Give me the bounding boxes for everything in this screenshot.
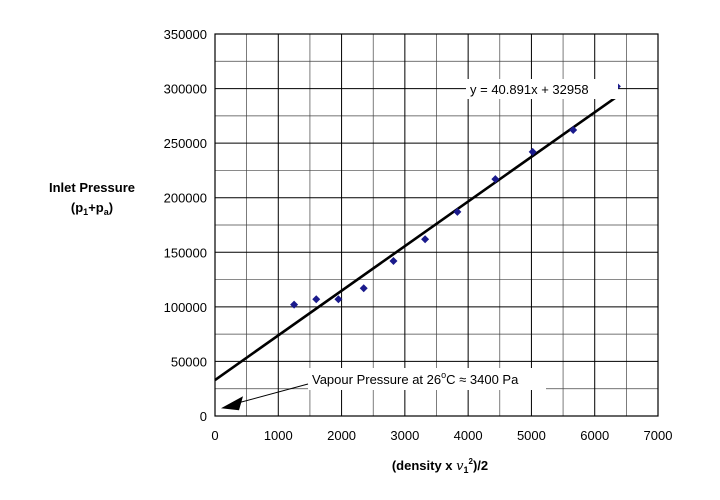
y-axis-label-line2: (p1+pa) [71,200,113,217]
y-tick-label: 200000 [164,191,207,206]
x-tick-label: 5000 [517,428,546,443]
x-tick-label: 1000 [264,428,293,443]
equation-box [466,79,618,99]
y-label-mid: +p [88,200,104,215]
x-tick-label: 4000 [454,428,483,443]
data-point [290,300,299,309]
annotation-degree-sup: o [441,370,446,380]
x-label-prefix: (density x [392,458,456,473]
x-tick-label: 6000 [580,428,609,443]
y-label-prefix: (p [71,200,83,215]
trendline [214,95,618,382]
vapour-pressure-annotation: Vapour Pressure at 26oC ≈ 3400 Pa [312,370,519,387]
y-tick-label: 50000 [171,354,207,369]
data-point [528,147,537,156]
x-label-sup: 2 [469,457,474,466]
data-point [389,257,398,266]
x-axis-label: (density x v12)/2 [392,457,488,475]
x-label-sub: 1 [464,465,469,475]
plot-frame [214,33,659,417]
data-points [290,82,621,309]
annotation-text-prefix: Vapour Pressure at 26 [312,372,441,387]
x-tick-labels: 0 1000 2000 3000 4000 5000 6000 7000 [211,428,672,443]
y-tick-label: 100000 [164,300,207,315]
data-point [569,126,578,135]
y-tick-label: 0 [200,409,207,424]
data-point [359,284,368,293]
y-tick-label: 350000 [164,27,207,42]
y-label-sub1: 1 [83,207,88,217]
data-point [312,295,321,304]
x-tick-label: 3000 [390,428,419,443]
annotation-box [308,368,546,390]
data-point [421,235,430,244]
y-label-sub2: a [104,207,110,217]
y-tick-labels: 0 50000 100000 150000 200000 250000 300000 3500… [164,27,207,424]
x-tick-label: 2000 [327,428,356,443]
y-axis-label-line1: Inlet Pressure [49,180,135,195]
annotation-arrowhead [221,396,243,411]
data-point [334,295,343,304]
x-label-suffix: )/2 [473,458,488,473]
x-tick-label: 0 [211,428,218,443]
y-tick-label: 300000 [164,82,207,97]
y-tick-label: 150000 [164,245,207,260]
data-point [453,207,462,216]
x-label-var: v [456,459,464,474]
annotation-text-suffix: C ≈ 3400 Pa [446,372,519,387]
data-point [491,175,500,184]
annotation-arrow-line [232,383,309,405]
x-tick-label: 7000 [644,428,673,443]
y-tick-label: 250000 [164,136,207,151]
y-label-suffix: ) [109,200,113,215]
equation-label: y = 40.891x + 32958 [470,82,589,97]
